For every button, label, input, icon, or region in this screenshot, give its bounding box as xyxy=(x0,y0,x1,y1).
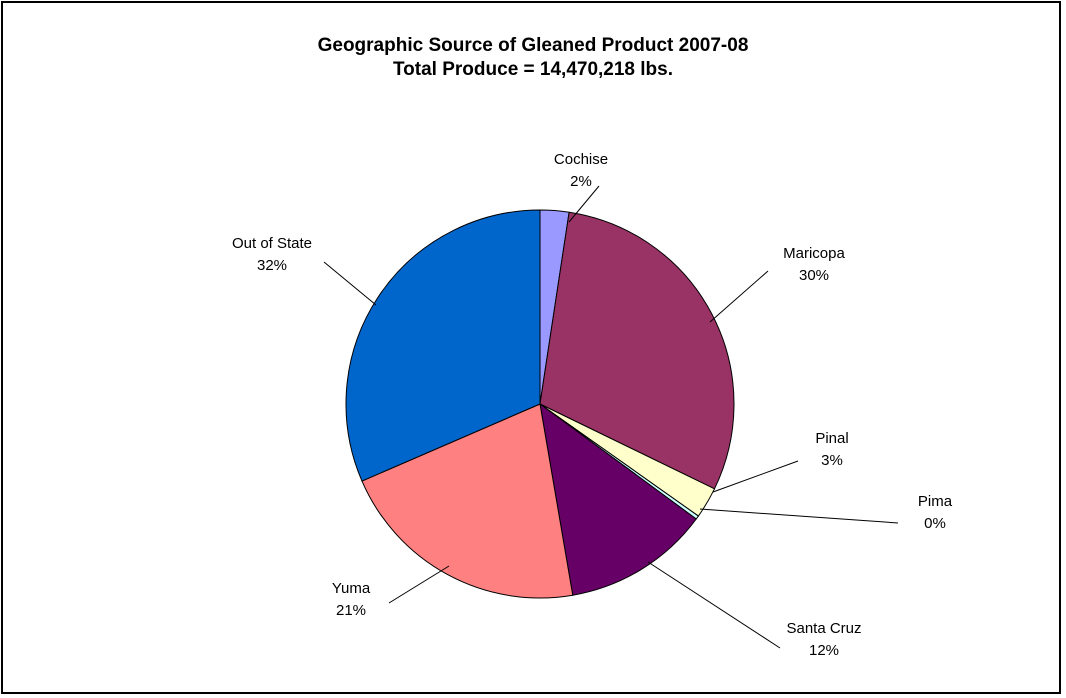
pie-slice-santa-cruz xyxy=(539,402,697,596)
pie-slice-yuma xyxy=(361,403,574,599)
slice-label-yuma: Yuma xyxy=(332,580,371,597)
slice-percent-santa-cruz: 12% xyxy=(809,642,839,659)
chart-subtitle: Total Produce = 14,470,218 lbs. xyxy=(392,59,674,80)
slice-percent-pima: 0% xyxy=(924,515,946,532)
slice-label-pinal: Pinal xyxy=(815,430,848,447)
chart-title: Geographic Source of Gleaned Product 200… xyxy=(317,35,749,56)
leader-line-santa-cruz xyxy=(647,561,781,649)
slice-label-out-of-state: Out of State xyxy=(232,235,312,252)
slice-percent-yuma: 21% xyxy=(336,602,366,619)
pie-slice-maricopa xyxy=(539,211,735,490)
slice-percent-out-of-state: 32% xyxy=(257,257,287,274)
slice-label-santa-cruz: Santa Cruz xyxy=(786,620,861,637)
leader-line-out-of-state xyxy=(323,261,377,306)
pie-slice-out-of-state xyxy=(345,209,541,482)
slice-percent-maricopa: 30% xyxy=(799,267,829,284)
slice-percent-pinal: 3% xyxy=(821,452,843,469)
slice-label-cochise: Cochise xyxy=(554,151,608,168)
leader-line-pima xyxy=(699,508,899,524)
leader-line-yuma xyxy=(388,565,450,604)
leader-line-cochise xyxy=(568,185,600,223)
slice-label-maricopa: Maricopa xyxy=(783,245,845,262)
slice-percent-cochise: 2% xyxy=(570,173,592,190)
leader-line-maricopa xyxy=(709,270,769,323)
leader-line-pinal xyxy=(712,460,799,493)
slice-label-pima: Pima xyxy=(918,493,953,510)
